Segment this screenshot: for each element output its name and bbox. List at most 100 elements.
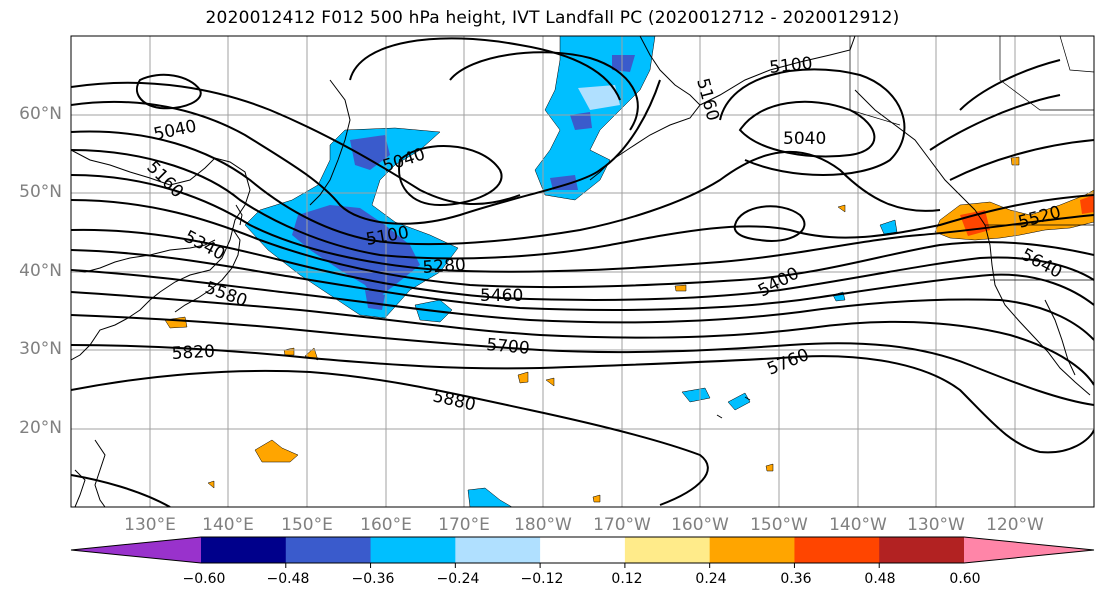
height-contour xyxy=(71,291,1094,386)
colorbar-tick-label: 0.36 xyxy=(780,571,812,587)
height-contour xyxy=(398,145,503,207)
colorbar-segment xyxy=(794,537,880,563)
longitude-label: 150°E xyxy=(281,515,333,535)
map-frame xyxy=(70,35,1095,508)
height-contour xyxy=(949,139,1094,181)
positive-pc-shading xyxy=(207,480,215,489)
contour-label: 5040 xyxy=(783,129,826,149)
colorbar-tick-label: 0.60 xyxy=(949,571,981,587)
colorbar-segment xyxy=(71,537,201,563)
positive-pc-shading xyxy=(254,439,299,463)
positive-pc-shading xyxy=(837,204,846,213)
colorbar-tick-label: −0.48 xyxy=(266,571,310,587)
positive-pc-shading xyxy=(1080,195,1094,214)
colorbar-segment xyxy=(709,537,795,563)
kamchatka-coastline xyxy=(309,79,351,206)
colorbar-tick-label: −0.60 xyxy=(182,571,226,587)
colorbar-tick-label: 0.48 xyxy=(864,571,896,587)
height-contour xyxy=(71,369,709,506)
negative-pc-shading xyxy=(350,135,390,170)
height-contour xyxy=(71,314,1094,406)
alaska-coastline xyxy=(699,36,856,106)
contour-label: 5460 xyxy=(480,286,523,306)
longitude-label: 140°W xyxy=(829,515,887,535)
negative-pc-shading xyxy=(681,387,711,403)
political-borders xyxy=(1059,36,1094,73)
colorbar xyxy=(70,536,1095,568)
height-contour xyxy=(71,269,1094,341)
contour-label: 5100 xyxy=(768,54,813,78)
positive-pc-shading xyxy=(592,494,601,503)
colorbar-tick-label: 0.12 xyxy=(611,571,643,587)
height-contour xyxy=(135,73,202,110)
height-contour xyxy=(71,130,941,246)
height-contour xyxy=(71,228,1094,301)
philippines-coastline xyxy=(74,469,86,507)
philippines-coastline xyxy=(94,439,106,507)
positive-pc-shading xyxy=(545,377,555,387)
colorbar-segment xyxy=(879,537,965,563)
colorbar-segment xyxy=(285,537,372,563)
height-contour xyxy=(71,344,781,370)
longitude-label: 130°W xyxy=(907,515,965,535)
height-contour xyxy=(929,94,1061,151)
longitude-label: 160°W xyxy=(671,515,729,535)
negative-pc-shading xyxy=(727,392,751,411)
height-contour xyxy=(71,174,1094,273)
alaska-coastline xyxy=(854,89,976,211)
japan-coastline xyxy=(235,204,243,226)
negative-pc-shading xyxy=(292,205,420,300)
colorbar-segment xyxy=(370,537,456,563)
longitude-label: 170°E xyxy=(438,515,490,535)
colorbar-tick-label: −0.36 xyxy=(351,571,395,587)
contour-label: 5280 xyxy=(422,255,467,278)
hawaii-coastline xyxy=(744,396,751,401)
latitude-label: 20°N xyxy=(19,418,62,438)
height-contour xyxy=(349,37,621,101)
colorbar-segment xyxy=(964,537,1094,563)
height-contours xyxy=(71,37,1094,507)
colorbar-segment xyxy=(540,537,626,563)
height-contour xyxy=(71,474,171,507)
height-contour xyxy=(738,100,876,158)
hawaii-coastline xyxy=(716,414,723,419)
height-contour xyxy=(71,149,1094,260)
colorbar-segment xyxy=(201,537,287,563)
longitude-label: 150°W xyxy=(750,515,808,535)
longitude-label: 170°W xyxy=(593,515,651,535)
height-contour xyxy=(779,355,1094,454)
height-contour xyxy=(719,68,906,176)
japan-coastline xyxy=(174,227,241,313)
negative-pc-shading xyxy=(570,112,592,130)
latitude-label: 60°N xyxy=(19,104,62,124)
contour-label: 5820 xyxy=(171,342,215,364)
negative-pc-shading xyxy=(467,487,513,507)
latitude-label: 50°N xyxy=(19,182,62,202)
longitude-label: 180°W xyxy=(514,515,572,535)
colorbar-segment xyxy=(624,537,711,563)
negative-pc-shading xyxy=(612,55,635,72)
longitude-label: 160°E xyxy=(360,515,412,535)
height-contour xyxy=(449,51,639,131)
colorbar-tick-label: 0.24 xyxy=(695,571,727,587)
positive-pc-shading xyxy=(674,284,687,292)
height-contour xyxy=(733,205,806,242)
longitude-label: 130°E xyxy=(124,515,176,535)
height-contour xyxy=(71,199,1094,289)
graticule xyxy=(71,36,1094,507)
asia-coastline xyxy=(71,239,216,273)
colorbar-tick-label: −0.12 xyxy=(520,571,564,587)
latitude-label: 30°N xyxy=(19,339,62,359)
negative-pc-shading xyxy=(578,85,620,110)
longitude-label: 140°E xyxy=(202,515,254,535)
colorbar-tick-label: −0.24 xyxy=(436,571,480,587)
longitude-label: 120°W xyxy=(986,515,1044,535)
height-contour xyxy=(959,59,1061,111)
latitude-label: 40°N xyxy=(19,261,62,281)
colorbar-outline xyxy=(70,536,1095,564)
height-contour xyxy=(71,79,661,225)
positive-pc-shading xyxy=(765,463,774,472)
map-title: 2020012412 F012 500 hPa height, IVT Land… xyxy=(205,8,900,28)
contour-label: 5700 xyxy=(486,335,531,359)
